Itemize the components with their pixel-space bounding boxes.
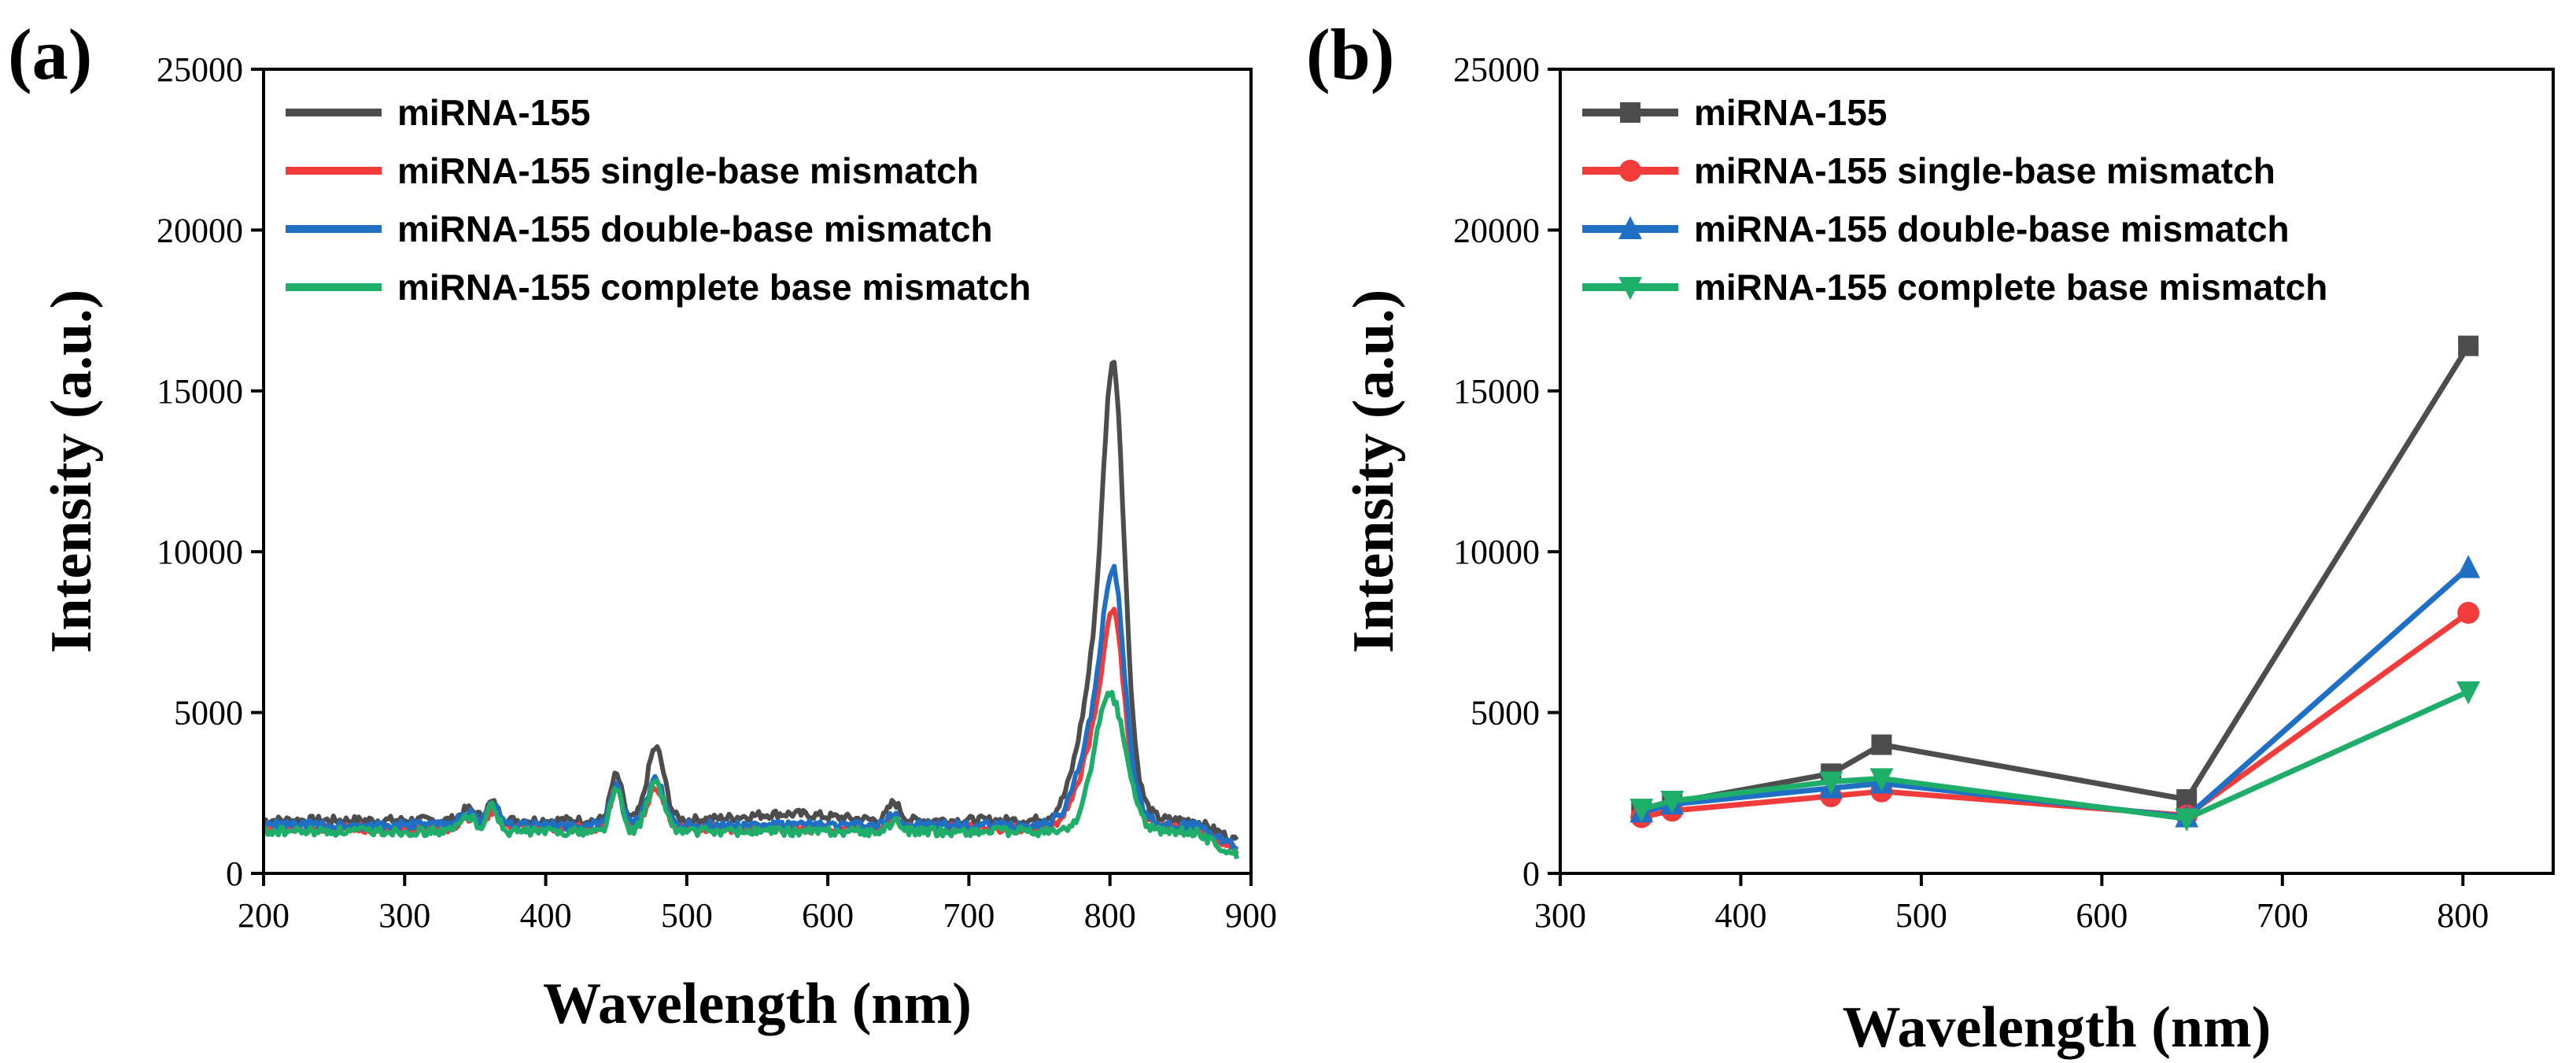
legend-marker-1 — [1620, 102, 1640, 123]
chart-b-legend: miRNA-155 miRNA-155 single-base mismatch m… — [1582, 92, 2327, 308]
chart-b-point-s4-p3 — [1819, 771, 1843, 795]
x-tick-label: 800 — [1084, 896, 1136, 935]
chart-b-series-group — [1629, 335, 2481, 832]
chart-a-series-group — [261, 360, 1240, 860]
chart-b-point-s1-p4 — [1871, 734, 1892, 755]
x-tick-label: 700 — [943, 896, 995, 935]
legend-label-1: miRNA-155 — [397, 92, 590, 133]
x-tick-label: 500 — [661, 896, 713, 935]
x-tick-label: 300 — [1534, 896, 1586, 935]
x-tick-label: 500 — [1895, 896, 1947, 935]
chart-b-point-s2-p6 — [2457, 601, 2480, 624]
y-tick-label: 10000 — [1453, 533, 1540, 571]
chart-b-point-s1-p6 — [2458, 335, 2479, 356]
chart-a-series-line-3 — [262, 563, 1239, 851]
legend-label-4: miRNA-155 complete base mismatch — [397, 267, 1031, 308]
y-tick-label: 20000 — [1453, 211, 1540, 249]
legend-marker-3 — [1618, 216, 1642, 239]
y-tick-label: 10000 — [157, 533, 243, 571]
chart-b-ylabel: Intensity (a.u.) — [1342, 290, 1406, 654]
chart-a-legend: miRNA-155 miRNA-155 single-base mismatch m… — [286, 92, 1031, 308]
x-tick-label: 300 — [378, 896, 430, 935]
legend-label-2: miRNA-155 single-base mismatch — [1694, 150, 2275, 191]
x-tick-label: 900 — [1225, 896, 1277, 935]
chart-a-frame — [262, 68, 1253, 875]
chart-b-point-s4-p5 — [2175, 808, 2199, 832]
chart-b-point-s3-p6 — [2456, 555, 2481, 578]
panel-b-label: (b) — [1306, 14, 1394, 94]
legend-label-1: miRNA-155 — [1694, 92, 1887, 133]
legend-label-4: miRNA-155 complete base mismatch — [1694, 267, 2327, 308]
legend-label-2: miRNA-155 single-base mismatch — [397, 150, 979, 191]
chart-b-xlabel: Wavelength (nm) — [1843, 995, 2272, 1060]
panel-a-label: (a) — [8, 14, 92, 94]
y-tick-label: 0 — [1522, 854, 1540, 893]
chart-b-series-line-1 — [1640, 344, 2471, 812]
x-tick-label: 800 — [2437, 896, 2489, 935]
chart-a-xlabel: Wavelength (nm) — [543, 972, 972, 1036]
chart-b-frame — [1559, 68, 2555, 875]
chart-b-point-s4-p6 — [2456, 681, 2481, 705]
y-tick-label: 5000 — [174, 694, 243, 733]
x-tick-label: 700 — [2257, 896, 2308, 935]
legend-marker-2 — [1619, 160, 1641, 182]
legend-label-3: miRNA-155 double-base mismatch — [397, 209, 993, 249]
y-tick-label: 15000 — [1453, 372, 1540, 411]
y-tick-label: 5000 — [1471, 694, 1540, 733]
y-tick-label: 25000 — [157, 50, 243, 89]
y-tick-label: 25000 — [1453, 50, 1540, 89]
chart-a-series-line-1 — [263, 360, 1239, 845]
x-tick-label: 600 — [802, 896, 854, 935]
chart-b-ticks: 300 400 500 600 700 800 0 5000 10000 15000 20000 25… — [1453, 50, 2489, 935]
y-tick-label: 20000 — [157, 211, 243, 249]
x-tick-label: 600 — [2076, 896, 2128, 935]
y-tick-label: 15000 — [157, 372, 243, 411]
chart-a: 200 300 400 500 600 700 800 900 0 5000 10000 15000 2… — [39, 50, 1277, 1036]
chart-b-point-s4-p2 — [1660, 791, 1685, 814]
chart-b-point-s4-p1 — [1629, 799, 1654, 822]
legend-marker-4 — [1618, 277, 1642, 301]
x-tick-label: 400 — [520, 896, 572, 935]
y-tick-label: 0 — [226, 854, 243, 893]
chart-b: 300 400 500 600 700 800 0 5000 10000 15000 20000 25… — [1342, 50, 2555, 1060]
x-tick-label: 400 — [1714, 896, 1766, 935]
chart-a-series-line-4 — [261, 689, 1240, 860]
legend-label-3: miRNA-155 double-base mismatch — [1694, 209, 2290, 249]
x-tick-label: 200 — [238, 896, 290, 935]
chart-b-point-s4-p4 — [1869, 768, 1894, 792]
chart-a-ylabel: Intensity (a.u.) — [39, 290, 104, 654]
chart-a-ticks: 200 300 400 500 600 700 800 900 0 5000 10000 15000 2… — [157, 50, 1277, 935]
chart-b-series-line-3 — [1640, 565, 2471, 820]
